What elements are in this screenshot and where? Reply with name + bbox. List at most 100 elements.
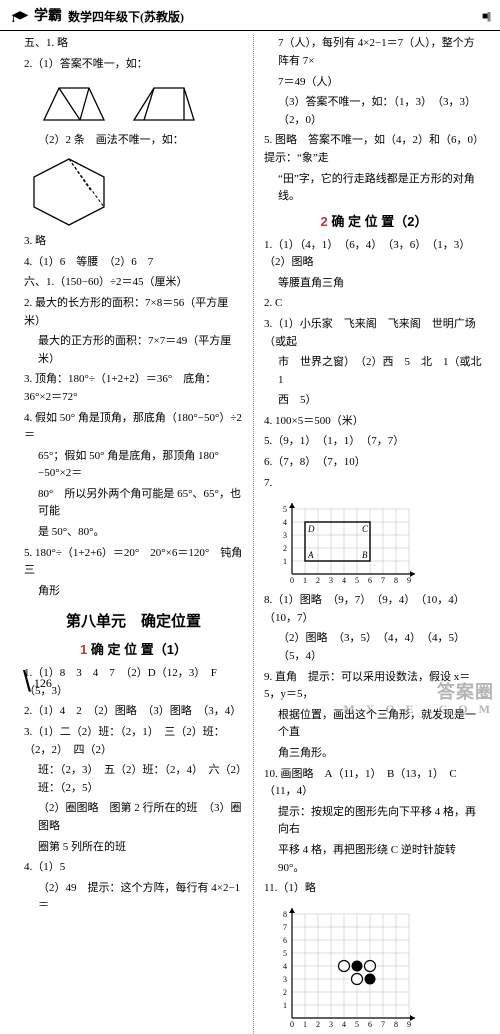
text-line: 4.（1）6 等腰 （2）6 7 bbox=[24, 254, 243, 272]
text-line: 11.（1）略 bbox=[264, 880, 484, 898]
text-line: 4. 100×5＝500（米） bbox=[264, 413, 484, 431]
svg-text:3: 3 bbox=[329, 576, 333, 585]
svg-text:C: C bbox=[362, 524, 369, 534]
cap-icon bbox=[10, 9, 30, 25]
header-title: 数学四年级下(苏教版) bbox=[68, 8, 184, 27]
text-line: 10. 画图略 A（11，1） B（13，1） C（11，4） bbox=[264, 766, 484, 801]
svg-text:2: 2 bbox=[316, 576, 320, 585]
page-number-value: 126 bbox=[34, 676, 52, 690]
text-line: 5. 图略 答案不唯一，如（4，2）和（6，0） 提示：“象”走 bbox=[264, 132, 484, 167]
svg-text:5: 5 bbox=[283, 949, 287, 958]
text-line: 圈第 5 列所在的班 bbox=[24, 839, 243, 857]
svg-text:5: 5 bbox=[355, 1020, 359, 1029]
svg-text:D: D bbox=[307, 524, 315, 534]
subunit-label: 确 定 位 置（2） bbox=[331, 214, 427, 229]
text-line: 1.（1）（4，1） （6，4） （3，6） （1，3） （2）图略 bbox=[264, 237, 484, 272]
svg-text:8: 8 bbox=[394, 1020, 398, 1029]
svg-text:3: 3 bbox=[329, 1020, 333, 1029]
svg-text:4: 4 bbox=[342, 1020, 346, 1029]
page-number: ╲ 126 bbox=[20, 667, 52, 696]
text-line: （2）49 提示：这个方阵，每行有 4×2−1＝ bbox=[24, 880, 243, 915]
text-line: 4. 假如 50° 角是顶角，那底角（180°−50°）÷2＝ bbox=[24, 410, 243, 445]
subunit-title-1: 1 确 定 位 置（1） bbox=[24, 640, 243, 661]
text-line: 3. 顶角：180°÷（1+2+2）＝36° 底角：36°×2＝72° bbox=[24, 371, 243, 406]
text-line: 7（人），每列有 4×2−1＝7（人），整个方阵有 7× bbox=[264, 35, 484, 70]
text-line: 提示：按规定的图形先向下平移 4 格，再向右 bbox=[264, 804, 484, 839]
text-line: （2）图略 （3，5） （4，4） （4，5） （5，4） bbox=[264, 630, 484, 665]
subunit-label: 确 定 位 置（1） bbox=[91, 642, 187, 657]
text-line: （2）2 条 画法不唯一，如： bbox=[24, 132, 243, 150]
grid-figure-11: 012345678912345678 bbox=[274, 902, 484, 1030]
svg-text:1: 1 bbox=[303, 1020, 307, 1029]
header-brand: 学霸 bbox=[34, 6, 62, 28]
text-line: 2.（1）4 2 （2）图略 （3）图略 （3，4） bbox=[24, 703, 243, 721]
text-line: 西 5） bbox=[264, 392, 484, 410]
svg-text:7: 7 bbox=[381, 576, 385, 585]
svg-text:5: 5 bbox=[355, 576, 359, 585]
svg-text:1: 1 bbox=[283, 1001, 287, 1010]
svg-text:1: 1 bbox=[303, 576, 307, 585]
svg-text:7: 7 bbox=[381, 1020, 385, 1029]
watermark-big: 答案圈 bbox=[437, 682, 494, 702]
text-line: 2. 最大的长方形的面积：7×8＝56（平方厘米） bbox=[24, 295, 243, 330]
text-line: 平移 4 格，再把图形绕 C 逆时针旋转 90°。 bbox=[264, 842, 484, 877]
text-line: 80° 所以另外两个角可能是 65°、65°，也可能 bbox=[24, 486, 243, 521]
svg-text:3: 3 bbox=[283, 975, 287, 984]
text-line: 2.（1）答案不唯一，如： bbox=[24, 56, 243, 74]
right-column: 7（人），每列有 4×2−1＝7（人），整个方阵有 7× 7＝49（人） （3）… bbox=[254, 35, 490, 1033]
unit-title: 第八单元 确定位置 bbox=[24, 610, 243, 634]
svg-text:1: 1 bbox=[283, 557, 287, 566]
svg-text:9: 9 bbox=[407, 1020, 411, 1029]
text-line: “田”字，它的行走路线都是正方形的对角线。 bbox=[264, 171, 484, 206]
svg-text:8: 8 bbox=[283, 910, 287, 919]
text-line: 7. bbox=[264, 475, 484, 493]
watermark: 答案圈 M X Q E . C O M bbox=[343, 683, 494, 716]
text-line: 65°；假如 50° 角是底角，那顶角 180°−50°×2＝ bbox=[24, 448, 243, 483]
subunit-num: 1 bbox=[80, 642, 87, 657]
svg-text:0: 0 bbox=[290, 1020, 294, 1029]
text-line: 5. 180°÷（1+2+6）＝20° 20°×6＝120° 钝角三 bbox=[24, 545, 243, 580]
text-line: 市 世界之窗） （2）西 5 北 1（或北 1 bbox=[264, 354, 484, 389]
text-line: 角形 bbox=[24, 583, 243, 601]
svg-text:5: 5 bbox=[283, 505, 287, 514]
text-line: 角三角形。 bbox=[264, 745, 484, 763]
text-line: 8.（1）图略 （9，7） （9，4） （10，4） （10，7） bbox=[264, 592, 484, 627]
svg-text:3: 3 bbox=[283, 531, 287, 540]
svg-text:2: 2 bbox=[283, 988, 287, 997]
trapezoid-figures bbox=[24, 80, 243, 126]
grid-figure-7: 012345678912345ABCD bbox=[274, 496, 484, 588]
svg-text:6: 6 bbox=[368, 576, 372, 585]
page-header: 学霸 数学四年级下(苏教版) ■||| bbox=[0, 0, 500, 31]
text-line: （3）答案不唯一，如：（1，3） （3，3） （2，0） bbox=[264, 94, 484, 129]
svg-text:2: 2 bbox=[283, 544, 287, 553]
text-line: 6.（7，8） （7，10） bbox=[264, 454, 484, 472]
content-columns: 五、1. 略 2.（1）答案不唯一，如： （2）2 条 画法不唯一，如： bbox=[0, 31, 500, 1033]
svg-text:B: B bbox=[362, 550, 368, 560]
left-column: 五、1. 略 2.（1）答案不唯一，如： （2）2 条 画法不唯一，如： bbox=[18, 35, 254, 1033]
subunit-num: 2 bbox=[321, 214, 328, 229]
svg-text:4: 4 bbox=[342, 576, 346, 585]
svg-text:8: 8 bbox=[394, 576, 398, 585]
text-line: 等腰直角三角 bbox=[264, 275, 484, 293]
text-line: 最大的正方形的面积：7×7＝49（平方厘米） bbox=[24, 333, 243, 368]
text-line: 4.（1）5 bbox=[24, 859, 243, 877]
text-line: 五、1. 略 bbox=[24, 35, 243, 53]
text-line: 2. C bbox=[264, 295, 484, 313]
watermark-small: M X Q E . C O M bbox=[343, 703, 494, 716]
text-line: 7＝49（人） bbox=[264, 74, 484, 92]
text-line: （2）圈图略 图第 2 行所在的班 （3）圈图略 bbox=[24, 800, 243, 835]
text-line: 六、1.（150−60）÷2＝45（厘米） bbox=[24, 274, 243, 292]
text-line: 是 50°、80°。 bbox=[24, 524, 243, 542]
hexagon-figure bbox=[24, 155, 243, 227]
text-line: 班：（2，3） 五（2）班：（2，4） 六（2）班：（2，5） bbox=[24, 762, 243, 797]
svg-text:A: A bbox=[307, 550, 314, 560]
svg-text:6: 6 bbox=[283, 936, 287, 945]
svg-text:9: 9 bbox=[407, 576, 411, 585]
svg-text:4: 4 bbox=[283, 962, 287, 971]
svg-text:4: 4 bbox=[283, 518, 287, 527]
text-line: 5.（9，1） （1，1） （7，7） bbox=[264, 433, 484, 451]
text-line: 1.（1）8 3 4 7 （2）D（12，3） F（5，3） bbox=[24, 665, 243, 700]
svg-text:6: 6 bbox=[368, 1020, 372, 1029]
text-line: 3. 略 bbox=[24, 233, 243, 251]
text-line: 3.（1）二（2）班：（2，1） 三（2）班：（2，2） 四（2） bbox=[24, 724, 243, 759]
